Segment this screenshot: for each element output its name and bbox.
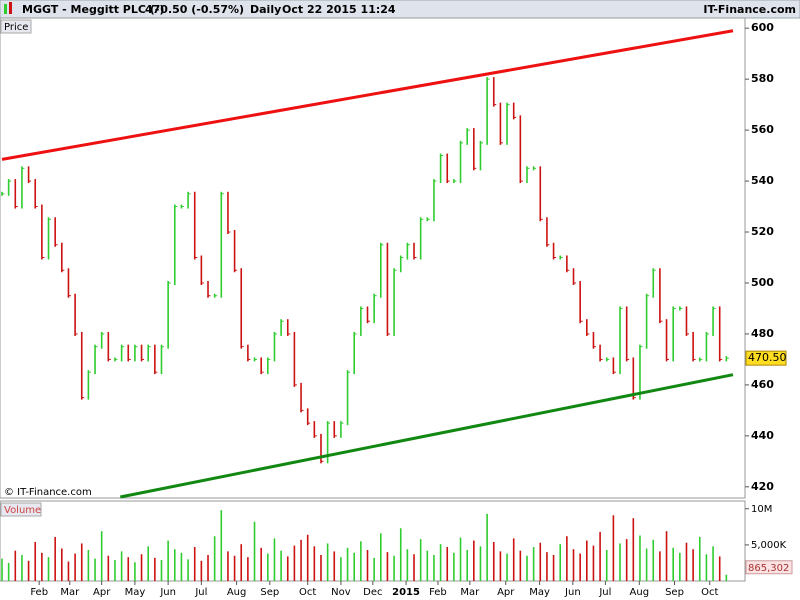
x-tick-label: Mar (60, 587, 80, 598)
pane-label-box (0, 502, 42, 517)
y-tick-label: 560 (751, 123, 774, 136)
y-tick-label: 420 (751, 480, 774, 493)
watermark: © IT-Finance.com (4, 487, 92, 498)
y2-tick-label: 10M (751, 504, 772, 515)
y-tick-label: 440 (751, 429, 774, 442)
timestamp: Oct 22 2015 11:24 (282, 3, 396, 16)
symbol: MGGT - Meggitt PLC (-) (22, 3, 164, 16)
y-tick-label: 540 (751, 174, 774, 187)
y-tick-label: 460 (751, 378, 774, 391)
x-tick-label: Oct (299, 587, 316, 598)
x-tick-label: Nov (331, 587, 351, 598)
brand: IT-Finance.com (703, 3, 796, 16)
x-tick-label: Aug (630, 587, 650, 598)
price-change: 470.50 (-0.57%) (145, 3, 244, 16)
period: Daily (250, 3, 281, 16)
y2-tick-label: 5,000K (751, 540, 787, 551)
x-tick-label: Apr (93, 587, 111, 598)
x-tick-label: Jun (564, 587, 581, 598)
x-tick-label: 2015 (392, 587, 420, 598)
x-tick-label: Aug (227, 587, 247, 598)
x-tick-label: Jul (598, 587, 611, 598)
last-volume-label: 865,302 (748, 563, 789, 574)
y-tick-label: 520 (751, 225, 774, 238)
pane-label-box (0, 19, 32, 34)
x-tick-label: May (529, 587, 550, 598)
last-price-box (745, 350, 787, 366)
x-tick-label: Apr (497, 587, 515, 598)
x-tick-label: Jul (194, 587, 207, 598)
x-tick-label: Mar (460, 587, 480, 598)
last-volume-box (745, 560, 793, 575)
trendline (119, 373, 734, 499)
logo-icon (9, 2, 12, 14)
x-tick-label: Sep (260, 587, 279, 598)
x-tick-label: Sep (665, 587, 684, 598)
x-tick-label: Oct (701, 587, 718, 598)
pane-label: Price (4, 22, 28, 33)
x-tick-label: Feb (429, 587, 447, 598)
last-price-label: 470.50 (748, 351, 787, 364)
x-tick-label: Dec (363, 587, 382, 598)
x-tick-label: Feb (30, 587, 48, 598)
logo-icon (4, 4, 7, 14)
x-tick-label: Jun (159, 587, 176, 598)
trendline (1, 29, 734, 161)
x-tick-label: May (125, 587, 146, 598)
y-tick-label: 580 (751, 72, 774, 85)
price-pane (0, 17, 746, 499)
pane-label: Volume (4, 505, 41, 516)
y-tick-label: 500 (751, 276, 774, 289)
y-tick-label: 600 (751, 21, 774, 34)
y-tick-label: 480 (751, 327, 774, 340)
